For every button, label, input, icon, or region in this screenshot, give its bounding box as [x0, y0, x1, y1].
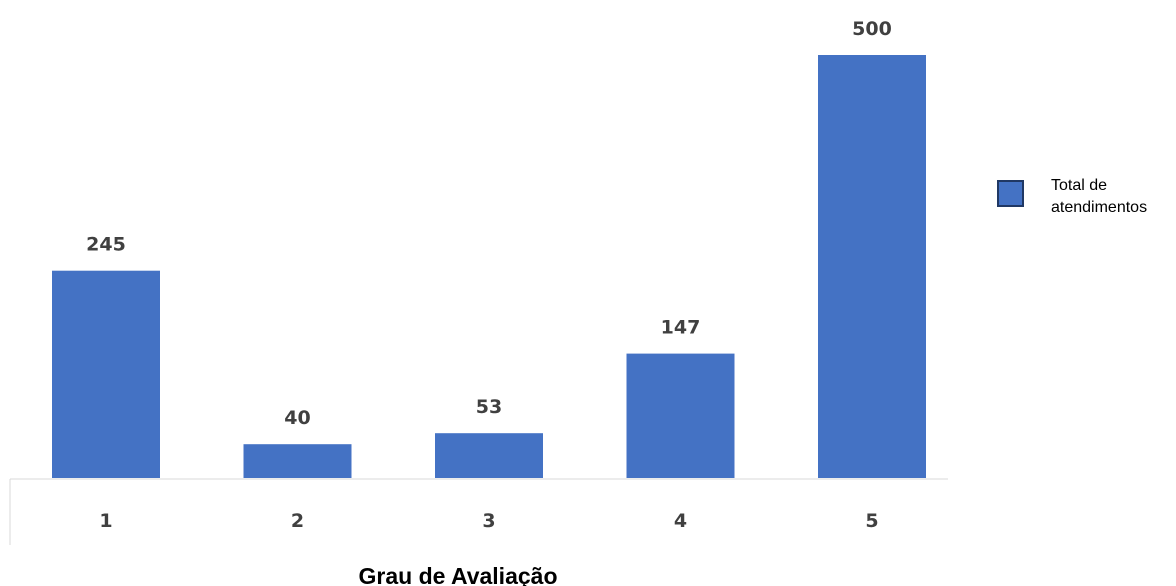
bar-5 [818, 55, 926, 478]
x-tick-labels-layer: 1 2 3 4 5 [99, 510, 878, 532]
data-label-3: 53 [476, 396, 502, 418]
legend: Total de atendimentos [997, 177, 1147, 216]
x-tick-label-2: 2 [291, 510, 304, 532]
bar-3 [435, 433, 543, 478]
x-tick-label-1: 1 [99, 510, 112, 532]
data-label-1: 245 [86, 234, 126, 256]
x-tick-label-3: 3 [482, 510, 495, 532]
legend-label-line1: Total de [1051, 177, 1107, 194]
bars-layer [52, 55, 926, 478]
legend-swatch-icon [997, 180, 1024, 207]
x-tick-label-4: 4 [674, 510, 687, 532]
data-label-4: 147 [661, 317, 701, 339]
bar-2 [243, 444, 352, 478]
data-label-5: 500 [852, 18, 892, 40]
x-axis-title: Grau de Avaliação [359, 563, 558, 586]
data-label-2: 40 [284, 407, 310, 429]
legend-label-line2: atendimentos [1051, 199, 1147, 216]
bar-1 [52, 270, 160, 478]
data-labels-layer: 245 40 53 147 500 [86, 18, 892, 429]
x-tick-label-5: 5 [865, 510, 878, 532]
bar-4 [626, 353, 735, 478]
